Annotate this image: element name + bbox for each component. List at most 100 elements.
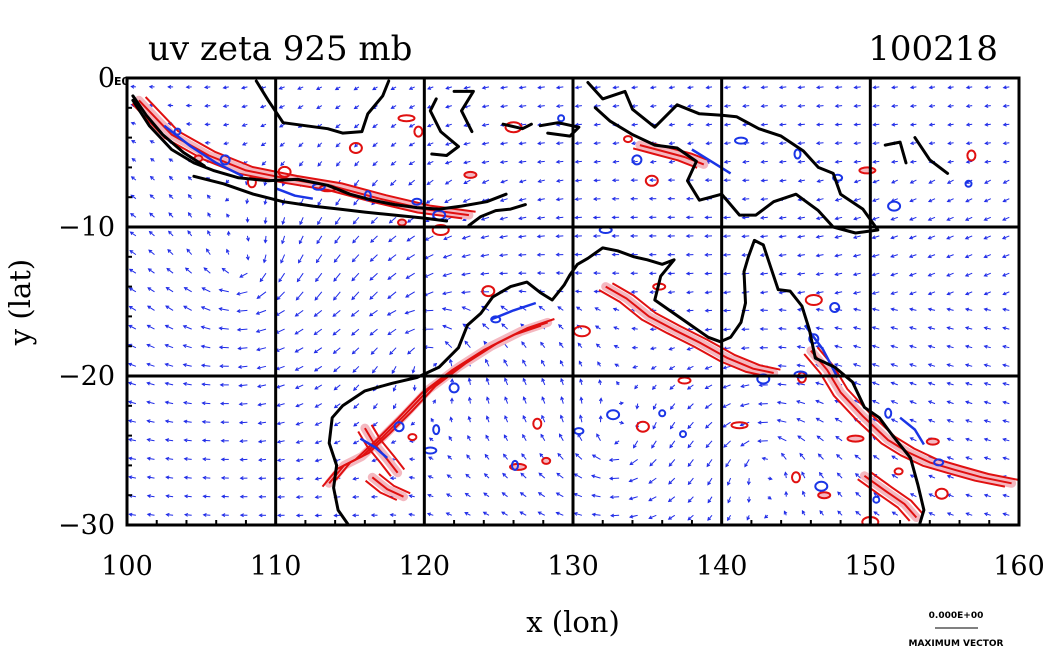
wind-vector bbox=[201, 364, 211, 367]
wind-vector-head bbox=[983, 307, 988, 312]
wind-vector bbox=[183, 325, 192, 330]
wind-vector-head bbox=[815, 234, 820, 239]
wind-vector-head bbox=[239, 513, 244, 518]
wind-vector bbox=[742, 216, 750, 219]
wind-vector-head bbox=[984, 180, 989, 184]
wind-vector bbox=[872, 272, 880, 276]
wind-vector-head bbox=[317, 143, 321, 148]
positive-vorticity-cell bbox=[623, 135, 633, 144]
wind-vector-head bbox=[405, 256, 411, 261]
wind-vector bbox=[779, 86, 787, 89]
wind-vector-head bbox=[964, 344, 970, 349]
positive-vorticity-contour bbox=[803, 353, 1006, 488]
wind-vector-head bbox=[611, 215, 616, 220]
wind-vector-head bbox=[276, 458, 282, 463]
positive-vorticity-cell bbox=[463, 170, 478, 179]
wind-vector bbox=[537, 235, 545, 238]
wind-vector-head bbox=[767, 495, 772, 500]
wind-vector-head bbox=[704, 366, 709, 370]
wind-vector-head bbox=[555, 252, 560, 257]
wind-vector-head bbox=[499, 141, 505, 146]
wind-vector-head bbox=[983, 437, 988, 442]
wind-vector-head bbox=[448, 435, 453, 440]
wind-vector-head bbox=[182, 382, 187, 386]
x-tick-label: 130 bbox=[547, 551, 599, 582]
wind-vector-head bbox=[983, 254, 988, 259]
wind-vector bbox=[201, 345, 211, 349]
wind-vector-head bbox=[537, 492, 542, 496]
wind-vector-head bbox=[965, 512, 970, 517]
wind-vector-head bbox=[909, 326, 914, 330]
wind-vector bbox=[503, 359, 509, 367]
wind-vector-head bbox=[612, 307, 617, 312]
wind-vector-head bbox=[759, 215, 765, 220]
wind-vector bbox=[723, 254, 731, 256]
wind-vector bbox=[965, 327, 973, 330]
wind-vector-head bbox=[538, 472, 543, 477]
wind-vector-head bbox=[725, 463, 730, 468]
wind-vector bbox=[503, 453, 508, 460]
wind-vector-head bbox=[574, 178, 579, 183]
wind-vector-head bbox=[628, 496, 633, 501]
wind-vector-head bbox=[574, 271, 579, 276]
wind-vector-head bbox=[555, 178, 561, 183]
wind-vector-head bbox=[221, 513, 226, 518]
wind-vector-head bbox=[835, 435, 840, 440]
positive-vorticity-cell bbox=[481, 285, 496, 298]
wind-vector-head bbox=[185, 103, 190, 108]
wind-vector bbox=[147, 382, 155, 386]
wind-vector-head bbox=[686, 141, 692, 146]
wind-vector-head bbox=[837, 510, 842, 515]
wind-vector bbox=[556, 235, 564, 237]
wind-vector-head bbox=[146, 343, 151, 348]
wind-vector bbox=[946, 254, 954, 258]
wind-vector bbox=[316, 254, 323, 263]
wind-vector-head bbox=[332, 313, 337, 317]
wind-vector bbox=[761, 86, 768, 89]
wind-vector-head bbox=[965, 198, 970, 203]
wind-vector bbox=[129, 268, 137, 274]
wind-vector-head bbox=[165, 305, 170, 310]
wind-vector-head bbox=[927, 307, 932, 312]
wind-vector bbox=[557, 306, 564, 311]
wind-vector-head bbox=[722, 290, 728, 295]
wind-vector-head bbox=[404, 330, 409, 334]
wind-vector-head bbox=[947, 159, 952, 164]
wind-vector-head bbox=[480, 217, 485, 221]
wind-vector-head bbox=[1001, 235, 1007, 240]
wind-vector-head bbox=[983, 326, 988, 331]
wind-vector-head bbox=[815, 326, 820, 331]
negative-vorticity-contour bbox=[163, 124, 244, 178]
wind-vector-head bbox=[909, 85, 915, 90]
wind-vector bbox=[277, 421, 285, 425]
y-tick-label: −30 bbox=[58, 510, 115, 541]
wind-vector bbox=[387, 309, 397, 316]
wind-vector-head bbox=[332, 350, 337, 354]
wind-vector-head bbox=[278, 86, 283, 90]
wind-vector-head bbox=[796, 345, 801, 349]
wind-vector-head bbox=[368, 312, 374, 317]
wind-vector-head bbox=[778, 141, 783, 146]
positive-vorticity-cell bbox=[635, 420, 650, 433]
wind-vector-head bbox=[541, 377, 546, 382]
wind-vector-head bbox=[908, 254, 913, 258]
wind-vector-head bbox=[504, 415, 508, 420]
wind-vector-head bbox=[183, 512, 189, 517]
wind-vector-head bbox=[295, 513, 300, 518]
wind-vector-head bbox=[575, 453, 580, 457]
wind-vector-head bbox=[164, 343, 169, 348]
wind-vector-head bbox=[463, 123, 468, 127]
wind-vector-head bbox=[236, 327, 241, 332]
wind-vector bbox=[835, 436, 843, 442]
positive-vorticity-cell bbox=[925, 437, 940, 446]
wind-vector-head bbox=[722, 234, 727, 239]
wind-vector bbox=[165, 401, 174, 405]
wind-vector-head bbox=[778, 253, 783, 258]
wind-vector bbox=[315, 477, 322, 480]
wind-vector-head bbox=[390, 105, 395, 109]
wind-vector bbox=[686, 272, 694, 275]
wind-vector bbox=[798, 216, 805, 219]
wind-vector bbox=[1002, 327, 1010, 330]
wind-vector bbox=[965, 345, 973, 349]
wind-vector bbox=[816, 417, 824, 423]
